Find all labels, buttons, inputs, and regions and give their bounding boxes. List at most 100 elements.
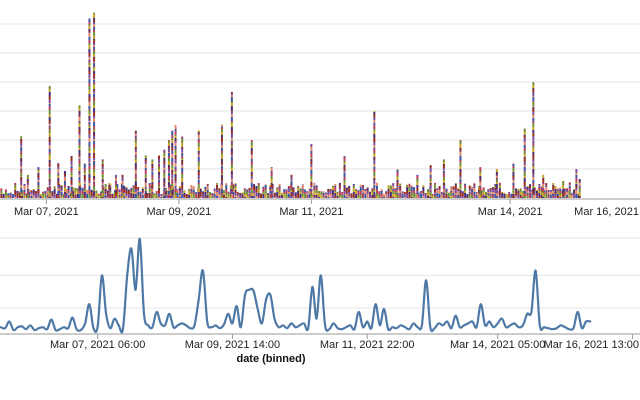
bar-segment — [512, 189, 515, 193]
bar-stack — [336, 191, 339, 198]
bar-segment — [532, 166, 535, 167]
bar-segment — [230, 138, 233, 141]
bar-segment — [538, 196, 541, 198]
bar-segment — [533, 189, 536, 191]
bar-stack — [57, 163, 60, 198]
bar-segment — [213, 188, 216, 191]
bar-segment — [118, 189, 121, 192]
bar-segment — [93, 93, 96, 94]
bar-segment — [174, 181, 177, 183]
bar-segment — [436, 188, 439, 190]
bar-segment — [243, 190, 246, 194]
bar-stack — [464, 183, 467, 198]
bar-segment — [163, 153, 166, 156]
bar-segment — [542, 192, 545, 193]
bar-segment — [48, 138, 51, 142]
bar-segment — [495, 178, 498, 179]
bar-segment — [568, 185, 571, 186]
bar-segment — [70, 196, 73, 198]
bar-segment — [26, 194, 29, 198]
bar-segment — [174, 159, 177, 163]
bar-segment — [461, 193, 464, 196]
bar-segment — [373, 111, 376, 112]
bar-segment — [371, 197, 374, 198]
bar-segment — [371, 192, 374, 195]
bar-segment — [181, 139, 184, 143]
bar-segment — [220, 151, 223, 153]
bar-segment — [60, 189, 63, 191]
bar-segment — [101, 186, 104, 189]
bar-stack — [121, 174, 124, 198]
bar-segment — [426, 189, 429, 192]
bar-segment — [424, 193, 427, 194]
bar-stack — [498, 182, 501, 198]
bar-segment — [93, 182, 96, 183]
bar-segment — [578, 183, 581, 186]
bar-segment — [20, 166, 23, 169]
bar-segment — [562, 189, 565, 193]
bar-stack — [413, 187, 416, 198]
bar-segment — [523, 136, 526, 138]
bar-stack — [345, 187, 348, 198]
bar-segment — [163, 194, 166, 195]
bar-segment — [48, 123, 51, 124]
bar-segment — [230, 114, 233, 117]
bar-segment — [134, 132, 137, 133]
bar-segment — [48, 187, 51, 191]
bar-segment — [343, 163, 346, 165]
bar-segment — [429, 192, 432, 195]
bar-segment — [452, 193, 455, 195]
bar-segment — [83, 175, 86, 176]
bar-segment — [78, 133, 81, 135]
bar-segment — [16, 193, 19, 197]
bar-segment — [578, 192, 581, 196]
bar-segment — [416, 194, 419, 198]
bar-segment — [445, 188, 448, 191]
bar-segment — [542, 178, 545, 179]
bar-segment — [167, 180, 170, 181]
bar-segment — [28, 189, 31, 192]
bar-segment — [429, 197, 432, 198]
bar-stack — [479, 167, 482, 198]
bar-segment — [248, 195, 251, 197]
bar-segment — [88, 138, 91, 142]
bar-stack — [95, 190, 98, 198]
bar-segment — [192, 192, 195, 194]
bar-segment — [167, 158, 170, 161]
bar-stack — [401, 191, 404, 198]
bar-segment — [20, 181, 23, 185]
bar-segment — [364, 191, 367, 194]
bar-segment — [104, 191, 107, 193]
bar-segment — [20, 176, 23, 177]
bar-segment — [371, 191, 374, 192]
bar-segment — [151, 166, 154, 168]
bar-segment — [78, 108, 81, 111]
bar-stack — [385, 191, 388, 198]
bar-segment — [78, 186, 81, 189]
bar-segment — [199, 197, 202, 198]
bar-stack — [39, 194, 42, 198]
bar-segment — [532, 195, 535, 198]
bar-stack — [114, 174, 117, 198]
bar-segment — [559, 189, 562, 191]
bar-segment — [299, 188, 302, 189]
bar-stack — [18, 191, 21, 198]
bar-segment — [53, 189, 56, 193]
bar-stack — [4, 189, 7, 198]
bar-segment — [357, 191, 360, 195]
bar-segment — [121, 189, 124, 193]
bar-segment — [183, 195, 186, 197]
bar-segment — [532, 127, 535, 130]
bar-segment — [523, 142, 526, 145]
bar-stack — [466, 194, 469, 198]
bar-segment — [230, 110, 233, 111]
bar-segment — [532, 187, 535, 188]
bar-stack — [341, 191, 344, 198]
bar-segment — [42, 196, 45, 198]
bar-segment — [471, 186, 474, 189]
bar-stack — [146, 193, 149, 198]
bar-segment — [209, 195, 212, 198]
bar-segment — [318, 197, 321, 198]
bar-segment — [248, 190, 251, 193]
